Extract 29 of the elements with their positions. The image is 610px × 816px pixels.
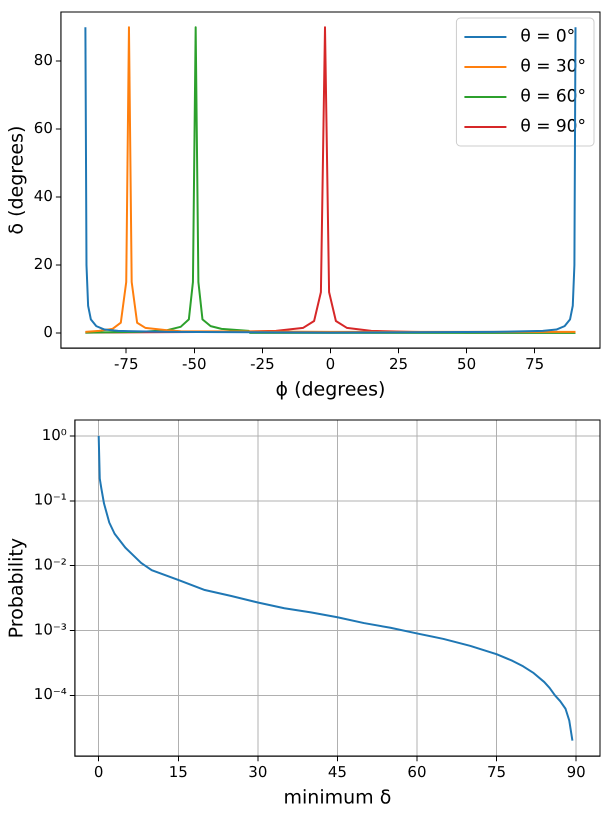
y-tick-label: 40 <box>34 186 53 205</box>
x-axis-title: minimum δ <box>283 786 392 809</box>
x-tick-label: 60 <box>407 763 427 782</box>
y-axis-title: δ (degrees) <box>5 126 28 235</box>
y-axis-title: Probability <box>5 538 28 638</box>
x-tick-label: 75 <box>525 355 544 374</box>
x-tick-label: 45 <box>328 763 347 782</box>
x-axis-title: ϕ (degrees) <box>276 378 386 401</box>
y-tick-label: 10⁻¹ <box>34 490 67 509</box>
x-tick-label: 90 <box>566 763 586 782</box>
x-tick-label: 75 <box>487 763 506 782</box>
y-tick-label: 10⁻⁴ <box>34 685 67 704</box>
y-tick-label: 10⁻² <box>34 555 67 574</box>
x-tick-label: -50 <box>182 355 207 374</box>
x-tick-label: 0 <box>326 355 336 374</box>
x-tick-label: -25 <box>250 355 275 374</box>
x-tick-label: 15 <box>168 763 188 782</box>
x-tick-label: 25 <box>388 355 408 374</box>
y-tick-label: 60 <box>34 119 53 138</box>
x-tick-label: 50 <box>457 355 476 374</box>
x-tick-label: 30 <box>248 763 268 782</box>
y-tick-label: 10⁰ <box>42 426 67 444</box>
y-tick-label: 0 <box>43 322 53 341</box>
y-tick-label: 20 <box>34 254 53 273</box>
x-tick-label: 0 <box>94 763 104 782</box>
y-tick-label: 80 <box>34 51 53 70</box>
x-tick-label: -75 <box>114 355 138 374</box>
y-tick-label: 10⁻³ <box>34 620 67 638</box>
legend-label: θ = 0° <box>520 26 576 46</box>
